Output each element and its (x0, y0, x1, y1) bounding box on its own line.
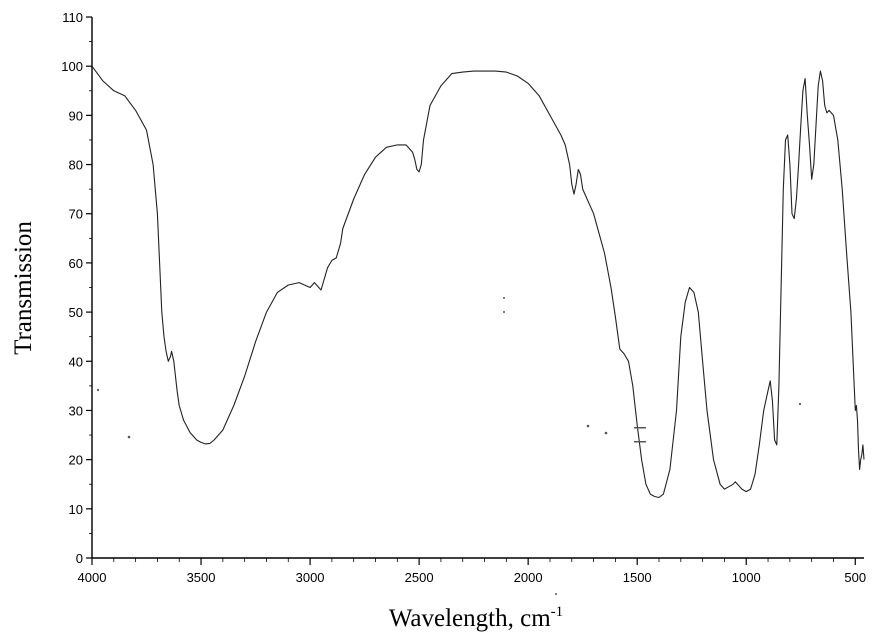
x-axis-title-exponent: -1 (551, 604, 564, 620)
y-tick-label: 20 (69, 453, 83, 468)
speck (604, 431, 608, 435)
scan-specks (96, 297, 802, 595)
y-tick-label: 50 (69, 305, 83, 320)
x-tick-label: 2500 (405, 570, 434, 585)
speck (555, 593, 557, 595)
x-tick-label: 1500 (623, 570, 652, 585)
x-axis-title-text: Wavelength, cm (389, 605, 551, 632)
x-tick-label: 500 (844, 570, 866, 585)
y-tick-label: 70 (69, 207, 83, 222)
y-tick-label: 0 (76, 551, 83, 566)
spectrum-series-line (91, 65, 865, 499)
x-tick-label: 3500 (187, 570, 216, 585)
y-tick-label: 10 (69, 502, 83, 517)
x-tick-label: 4000 (78, 570, 107, 585)
speck (798, 402, 802, 406)
y-tick-label: 90 (69, 108, 83, 123)
speck (127, 435, 131, 439)
y-tick-label: 100 (61, 59, 83, 74)
x-tick-label: 1000 (732, 570, 761, 585)
y-tick-label: 40 (69, 354, 83, 369)
speck (503, 311, 505, 313)
y-axis-ticks: 0 10 20 30 40 50 60 70 80 90 100 110 (61, 10, 92, 566)
speck (634, 427, 646, 429)
y-tick-label: 80 (69, 158, 83, 173)
y-tick-label: 60 (69, 256, 83, 271)
x-tick-label: 3000 (296, 570, 325, 585)
y-axis-title: Transmission (10, 221, 37, 355)
x-axis-title: Wavelength, cm-1 (389, 604, 563, 632)
speck (586, 424, 590, 428)
speck (634, 441, 646, 443)
speck (503, 297, 505, 299)
y-tick-label: 110 (62, 10, 83, 25)
x-axis-ticks: 4000 3500 3000 2500 2000 1500 1000 500 (78, 558, 866, 585)
x-tick-label: 2000 (514, 570, 543, 585)
y-tick-label: 30 (69, 403, 83, 418)
speck (96, 388, 100, 392)
